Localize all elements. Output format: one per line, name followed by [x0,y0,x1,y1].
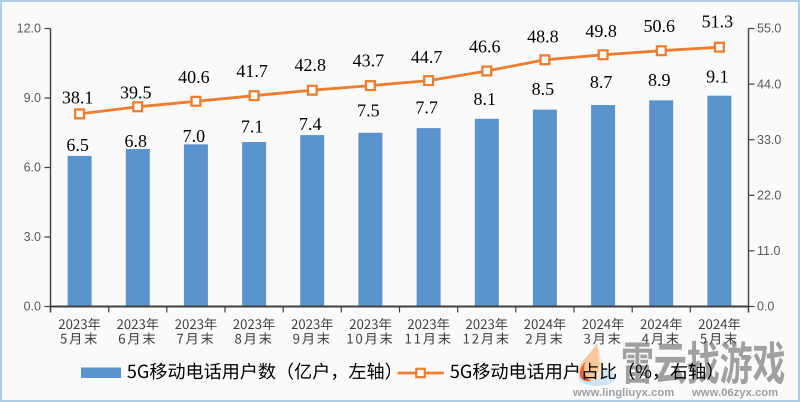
svg-text:51.3: 51.3 [702,12,734,32]
svg-text:6.5: 6.5 [66,135,89,155]
svg-text:44.7: 44.7 [411,47,443,67]
svg-text:6.8: 6.8 [125,131,148,151]
svg-text:www.06zyx.com: www.06zyx.com [691,387,778,399]
svg-text:48.8: 48.8 [527,27,559,47]
svg-text:49.8: 49.8 [585,21,617,41]
svg-text:11.0: 11.0 [757,244,780,258]
svg-text:12.0: 12.0 [17,22,41,36]
svg-text:7.7: 7.7 [415,98,438,118]
svg-text:42.8: 42.8 [294,55,326,75]
svg-text:55.0: 55.0 [757,22,781,36]
svg-text:22.0: 22.0 [757,189,781,203]
svg-text:38.1: 38.1 [62,88,94,108]
svg-text:7.5: 7.5 [357,101,380,121]
svg-text:41.7: 41.7 [236,61,268,81]
svg-text:8.5: 8.5 [532,79,555,99]
svg-text:9.1: 9.1 [706,66,729,86]
svg-text:46.6: 46.6 [469,37,501,57]
svg-text:3.0: 3.0 [24,230,41,244]
svg-text:www.lingliuyx.com: www.lingliuyx.com [572,387,674,399]
svg-text:40.6: 40.6 [178,67,210,87]
svg-text:33.0: 33.0 [757,133,781,147]
svg-text:50.6: 50.6 [643,16,675,36]
svg-text:0.0: 0.0 [757,300,774,314]
svg-text:7.0: 7.0 [183,126,206,146]
svg-text:6.0: 6.0 [24,161,41,175]
svg-text:9.0: 9.0 [24,91,41,105]
svg-text:7.1: 7.1 [241,117,264,137]
svg-text:7.4: 7.4 [299,114,322,134]
svg-text:43.7: 43.7 [353,51,385,71]
svg-text:8.1: 8.1 [474,89,497,109]
svg-text:0.0: 0.0 [24,300,41,314]
svg-text:8.7: 8.7 [590,72,613,92]
svg-text:44.0: 44.0 [757,77,781,91]
svg-text:8.9: 8.9 [648,70,671,90]
svg-text:39.5: 39.5 [120,82,152,102]
